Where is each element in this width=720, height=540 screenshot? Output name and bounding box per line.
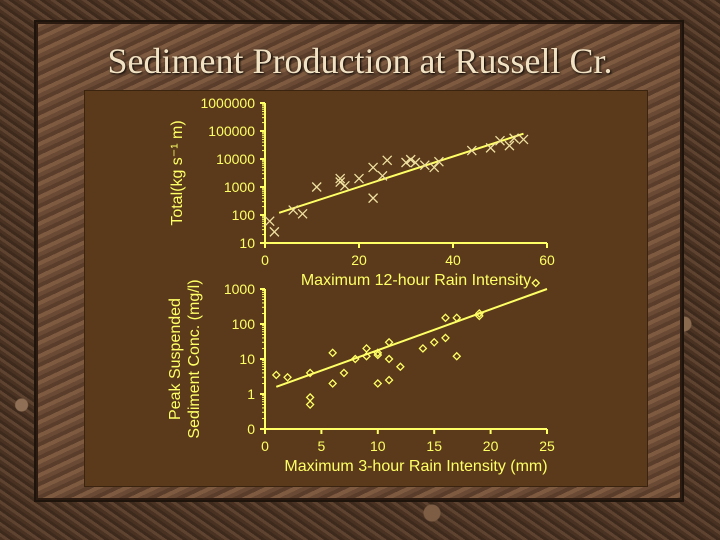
y-tick-label-1: 100	[232, 316, 256, 332]
data-point-0	[269, 226, 280, 237]
y-axis-label-1: Peak Suspended	[167, 298, 184, 420]
data-point-0	[495, 135, 505, 146]
x-tick-label-0: 20	[351, 252, 367, 268]
data-point-0	[382, 155, 393, 166]
data-point-1	[384, 354, 394, 364]
y-tick-label-1: 1	[247, 386, 255, 402]
data-point-1	[328, 379, 338, 388]
data-point-0	[354, 173, 364, 184]
data-point-0	[368, 162, 379, 173]
x-tick-label-1: 0	[261, 438, 269, 454]
x-tick-label-1: 5	[318, 438, 326, 454]
y-tick-label-0: 100	[232, 207, 256, 223]
y-tick-label-0: 1000	[224, 179, 255, 195]
chart-panel: 10 100 1000 10000 100000 1000000 0 20 40 60 Maximu…	[84, 90, 648, 487]
data-point-1	[305, 368, 315, 378]
data-point-1	[441, 333, 450, 343]
data-point-1	[452, 351, 462, 361]
data-point-0	[466, 145, 477, 156]
y-tick-label-0: 1000000	[200, 95, 255, 111]
data-point-1	[384, 337, 394, 347]
x-tick-label-1: 10	[370, 438, 386, 454]
data-point-0	[264, 216, 275, 227]
y-tick-label-1: 0	[247, 421, 255, 437]
data-point-1	[362, 344, 371, 353]
x-axis-label-0: Maximum 12-hour Rain Intensity	[301, 272, 531, 289]
data-point-0	[419, 160, 430, 171]
data-point-0	[433, 156, 444, 167]
y-tick-label-0: 100000	[208, 123, 255, 139]
data-point-0	[485, 142, 496, 153]
x-tick-label-0: 0	[261, 252, 269, 268]
data-point-0	[335, 177, 346, 188]
data-point-1	[339, 368, 349, 378]
data-point-1	[328, 348, 338, 358]
y-tick-label-0: 10000	[216, 151, 255, 167]
data-point-1	[305, 400, 315, 409]
data-point-1	[452, 313, 462, 323]
x-tick-label-1: 20	[483, 438, 499, 454]
data-point-1	[384, 375, 394, 385]
data-point-1	[271, 370, 281, 380]
data-point-0	[405, 154, 416, 165]
regression-line-1	[275, 288, 548, 388]
data-point-0	[429, 162, 440, 173]
regression-line-0	[278, 132, 524, 214]
data-point-0	[311, 182, 322, 192]
data-point-1	[429, 337, 439, 347]
y-tick-label-1: 10	[239, 351, 255, 367]
y-axis-label-0: Total(kg s⁻¹ m)	[169, 120, 186, 225]
data-point-1	[373, 350, 383, 360]
data-point-1	[395, 362, 405, 372]
data-point-0	[335, 173, 346, 184]
data-point-0	[504, 140, 515, 151]
data-point-0	[288, 205, 299, 216]
y-tick-label-1: 1000	[224, 281, 255, 297]
data-point-1	[474, 309, 484, 318]
y-axis-label-1: Sediment Conc. (mg/l)	[186, 279, 203, 438]
data-point-1	[283, 372, 292, 382]
data-point-1	[418, 344, 428, 353]
data-point-0	[339, 180, 350, 191]
data-point-1	[441, 313, 450, 323]
x-tick-label-1: 25	[539, 438, 555, 454]
x-tick-label-0: 40	[445, 252, 461, 268]
data-point-0	[297, 208, 308, 219]
data-point-1	[373, 379, 383, 388]
data-point-1	[350, 354, 360, 364]
x-tick-label-0: 60	[539, 252, 555, 268]
data-point-1	[531, 278, 541, 288]
data-point-0	[509, 133, 520, 144]
data-point-1	[362, 351, 371, 361]
slide-title: Sediment Production at Russell Cr.	[107, 41, 613, 81]
data-point-0	[401, 157, 411, 168]
data-point-1	[373, 348, 383, 358]
data-point-1	[305, 392, 315, 402]
data-point-0	[518, 134, 529, 145]
data-point-0	[410, 157, 421, 168]
y-tick-label-0: 10	[239, 235, 255, 251]
x-tick-label-1: 15	[426, 438, 442, 454]
data-point-0	[377, 170, 388, 181]
x-axis-label-1: Maximum 3-hour Rain Intensity (mm)	[284, 458, 547, 475]
data-point-0	[368, 193, 379, 204]
